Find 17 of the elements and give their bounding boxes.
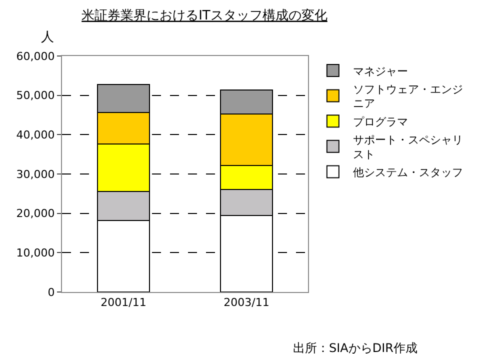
legend-label: 他システム・スタッフ [352, 166, 463, 179]
chart-title: 米証券業界におけるITスタッフ構成の変化 [82, 8, 328, 24]
y-axis-title: 人 [41, 30, 54, 45]
legend-label: マネジャー [352, 64, 408, 78]
y-tick-label: 0 [48, 286, 55, 299]
y-tick-label: 60,000 [16, 50, 55, 63]
y-tick-label: 10,000 [16, 246, 55, 260]
y-tick-label: 50,000 [16, 89, 55, 102]
y-tick-label: 30,000 [16, 168, 55, 181]
y-tick-label: 40,000 [16, 128, 55, 142]
legend-label: ソフトウェア・エンジニア [352, 82, 463, 110]
x-tick-label: 2003/11 [224, 296, 270, 310]
legend-label: プログラマ [352, 115, 408, 128]
y-tick-label: 20,000 [16, 207, 55, 220]
x-tick-label: 2001/11 [100, 296, 146, 310]
legend-label: サポート・スペシャリスト [352, 134, 463, 161]
text: 出所：SIAからDIR作成 [293, 341, 418, 354]
